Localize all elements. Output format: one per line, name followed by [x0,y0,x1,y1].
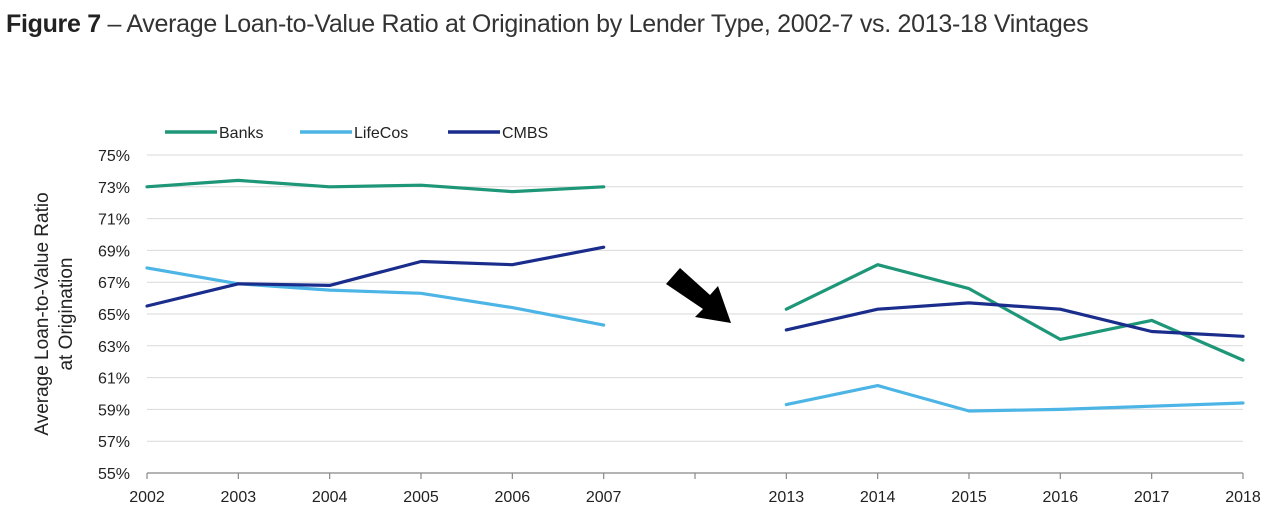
series-line-cmbs [784,301,1245,338]
x-tick-label: 2004 [312,489,348,506]
figure-title: Figure 7 – Average Loan-to-Value Ratio a… [6,10,1089,39]
y-tick-label: 55% [98,466,130,483]
y-axis-title: Average Loan-to-Value Ratio at Originatio… [32,192,77,435]
x-tick-label: 2014 [860,489,896,506]
y-axis-title-line: at Origination [56,257,77,370]
y-tick-label: 67% [98,275,130,292]
x-tick-label: 2015 [951,489,987,506]
y-tick-label: 69% [98,243,130,260]
legend-label-lifecos: LifeCos [354,125,408,142]
series-line-cmbs [145,245,606,308]
y-tick-label: 61% [98,371,130,388]
x-tick-label: 2013 [769,489,805,506]
legend-label-banks: Banks [219,125,263,142]
legend: Banks LifeCos CMBS [165,125,548,142]
x-tick-label: 2016 [1043,489,1079,506]
x-tick-label: 2002 [129,489,165,506]
figure-title-separator: – [100,10,127,38]
y-tick-label: 75% [98,148,130,165]
x-tick-label: 2003 [221,489,257,506]
y-tick-label: 57% [98,434,130,451]
figure-label: Figure 7 [6,10,101,38]
series-line-lifecos [145,266,606,327]
y-tick-label: 59% [98,402,130,419]
y-axis-title-line: Average Loan-to-Value Ratio [32,192,53,435]
x-tick-label: 2017 [1134,489,1170,506]
series-lines [145,178,1245,413]
series-line-lifecos [784,384,1245,413]
arrow-icon [666,268,731,323]
legend-label-cmbs: CMBS [502,125,548,142]
x-axis: 2002 2003 2004 2005 2006 2007 2013 2014 2015 2016… [129,472,1261,506]
y-tick-label: 63% [98,339,130,356]
x-tick-label: 2018 [1225,489,1261,506]
x-tick-label: 2005 [403,489,439,506]
series-line-banks [145,178,606,194]
y-tick-label: 71% [98,212,130,229]
figure-title-text: Average Loan-to-Value Ratio at Originati… [126,10,1089,38]
x-tick-label: 2006 [495,489,531,506]
y-tick-label: 73% [98,180,130,197]
series-line-banks [784,263,1245,362]
x-tick-label: 2007 [586,489,622,506]
y-axis-tick-labels: 75% 73% 71% 69% 67% 65% 63% 61% 59% 57% 55% [98,148,130,483]
y-tick-label: 65% [98,307,130,324]
